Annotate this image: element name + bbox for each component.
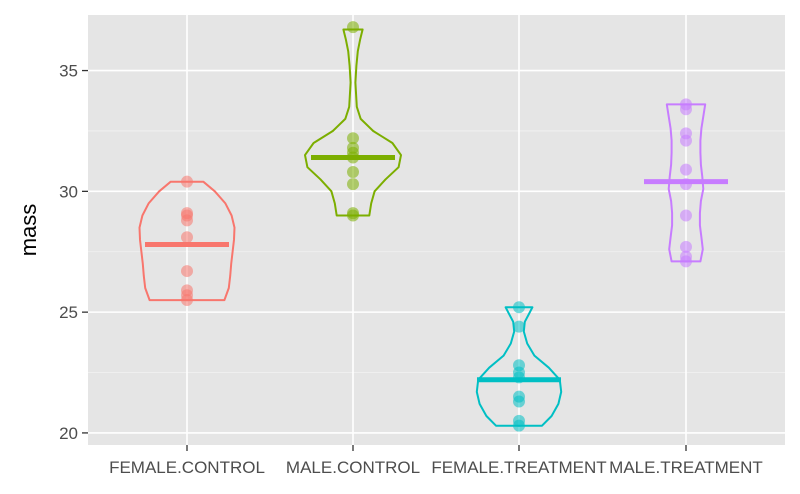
- x-tick-label: FEMALE.CONTROL: [109, 458, 265, 477]
- data-point: [680, 163, 692, 176]
- data-point: [347, 178, 359, 191]
- data-point: [513, 301, 525, 314]
- data-point: [181, 265, 193, 278]
- data-point: [181, 175, 193, 188]
- data-point: [181, 214, 193, 227]
- data-point: [347, 166, 359, 179]
- data-point: [680, 255, 692, 268]
- panel-background: [88, 15, 785, 445]
- axes: 20 25 30 35 FEMALE.CONTROL MALE.CONTROL FEMALE…: [59, 62, 763, 477]
- data-point: [513, 395, 525, 408]
- y-tick-label: 30: [59, 182, 78, 201]
- y-tick-label: 25: [59, 303, 78, 322]
- violin-outline: [304, 28, 402, 217]
- data-point: [513, 320, 525, 333]
- y-axis-title: mass: [16, 204, 41, 257]
- y-tick-label: 20: [59, 424, 78, 443]
- violins: [138, 21, 728, 432]
- data-point: [680, 134, 692, 147]
- violin-outline: [665, 103, 707, 263]
- y-tick-label: 35: [59, 62, 78, 81]
- x-tick-label: MALE.CONTROL: [286, 458, 420, 477]
- data-point: [513, 419, 525, 432]
- x-tick-label: MALE.TREATMENT: [609, 458, 763, 477]
- data-point: [680, 209, 692, 222]
- data-point: [347, 209, 359, 222]
- data-point: [680, 103, 692, 116]
- x-tick-label: FEMALE.TREATMENT: [431, 458, 606, 477]
- violin-outline: [138, 180, 236, 302]
- data-point: [181, 231, 193, 244]
- data-point: [347, 21, 359, 34]
- data-point: [680, 240, 692, 253]
- data-point: [181, 294, 193, 307]
- data-point: [347, 132, 359, 145]
